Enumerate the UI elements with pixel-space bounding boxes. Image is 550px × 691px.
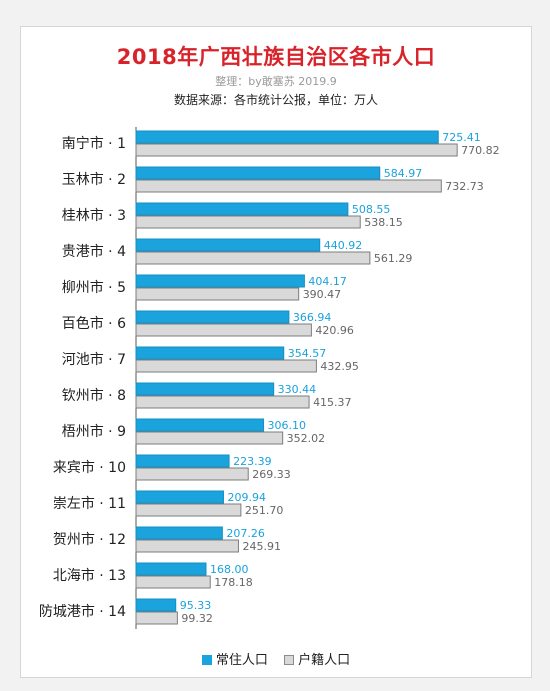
category-label: 柳州市 · 5 (62, 279, 126, 296)
data-label-resident: 209.94 (227, 491, 266, 504)
data-label-resident: 440.92 (324, 239, 363, 252)
bar-registered (135, 575, 211, 589)
category-label: 贺州市 · 12 (53, 531, 126, 548)
data-label-registered: 432.95 (320, 360, 359, 373)
chart-credit: 整理：by敢塞苏 2019.9 (215, 75, 337, 88)
bar-registered (135, 143, 458, 157)
category-label: 北海市 · 13 (53, 567, 126, 584)
bar-resident (135, 598, 177, 612)
bar-registered (135, 395, 310, 409)
bar-resident (135, 346, 285, 360)
bar-resident (135, 274, 305, 288)
data-label-registered: 561.29 (374, 252, 413, 265)
category-label: 河池市 · 7 (62, 351, 126, 368)
bar-registered (135, 467, 249, 481)
chart-legend: 常住人口 户籍人口 (21, 649, 531, 668)
category-label: 桂林市 · 3 (62, 207, 126, 224)
bar-registered (135, 431, 284, 445)
bar-registered (135, 215, 361, 229)
bar-resident (135, 562, 207, 576)
data-label-registered: 178.18 (214, 576, 253, 589)
legend-item-registered: 户籍人口 (284, 653, 350, 668)
bar-resident (135, 130, 439, 144)
bar-registered (135, 503, 242, 517)
data-label-registered: 390.47 (303, 288, 342, 301)
category-label: 钦州市 · 8 (62, 387, 126, 404)
category-label: 来宾市 · 10 (53, 459, 126, 476)
bar-resident (135, 238, 321, 252)
data-label-registered: 732.73 (445, 180, 484, 193)
bar-registered (135, 539, 239, 553)
data-label-resident: 95.33 (180, 599, 212, 612)
data-label-registered: 99.32 (181, 612, 213, 625)
chart-title: 2018年广西壮族自治区各市人口 (116, 45, 436, 69)
data-label-resident: 354.57 (288, 347, 327, 360)
bar-resident (135, 490, 224, 504)
legend-swatch-registered (284, 655, 295, 665)
data-label-registered: 251.70 (245, 504, 284, 517)
category-label: 梧州市 · 9 (62, 423, 126, 440)
data-label-registered: 415.37 (313, 396, 352, 409)
data-label-resident: 306.10 (268, 419, 307, 432)
data-label-resident: 168.00 (210, 563, 249, 576)
bar-registered (135, 179, 442, 193)
chart-card: 2018年广西壮族自治区各市人口 整理：by敢塞苏 2019.9 数据来源：各市… (20, 26, 532, 678)
bar-registered (135, 287, 300, 301)
data-label-resident: 584.97 (384, 167, 423, 180)
data-label-registered: 245.91 (242, 540, 281, 553)
bar-registered (135, 359, 317, 373)
data-label-registered: 770.82 (461, 144, 500, 157)
bar-resident (135, 202, 349, 216)
data-label-resident: 223.39 (233, 455, 272, 468)
chart-source: 数据来源：各市统计公报，单位：万人 (173, 93, 378, 107)
data-label-resident: 207.26 (226, 527, 265, 540)
bar-registered (135, 323, 312, 337)
data-label-resident: 508.55 (352, 203, 391, 216)
bar-resident (135, 310, 290, 324)
bar-resident (135, 526, 223, 540)
legend-swatch-resident (201, 655, 212, 665)
bar-resident (135, 166, 381, 180)
category-label: 贵港市 · 4 (62, 243, 126, 260)
data-label-resident: 366.94 (293, 311, 332, 324)
legend-label-registered: 户籍人口 (298, 653, 351, 668)
data-label-registered: 538.15 (364, 216, 403, 229)
data-label-registered: 352.02 (287, 432, 326, 445)
bar-resident (135, 418, 265, 432)
data-label-registered: 269.33 (252, 468, 290, 481)
legend-label-resident: 常住人口 (215, 653, 268, 668)
category-label: 防城港市 · 14 (39, 603, 126, 620)
category-label: 崇左市 · 11 (53, 495, 126, 512)
category-label: 南宁市 · 1 (62, 135, 126, 152)
category-label: 玉林市 · 2 (62, 171, 126, 188)
bar-resident (135, 382, 275, 396)
data-label-resident: 404.17 (308, 275, 347, 288)
data-label-registered: 420.96 (315, 324, 354, 337)
bar-resident (135, 454, 230, 468)
legend-item-resident: 常住人口 (201, 653, 272, 668)
data-label-resident: 330.44 (278, 383, 317, 396)
bar-registered (135, 611, 178, 625)
category-label: 百色市 · 6 (62, 315, 126, 332)
data-label-resident: 725.41 (442, 131, 481, 144)
bar-registered (135, 251, 371, 265)
